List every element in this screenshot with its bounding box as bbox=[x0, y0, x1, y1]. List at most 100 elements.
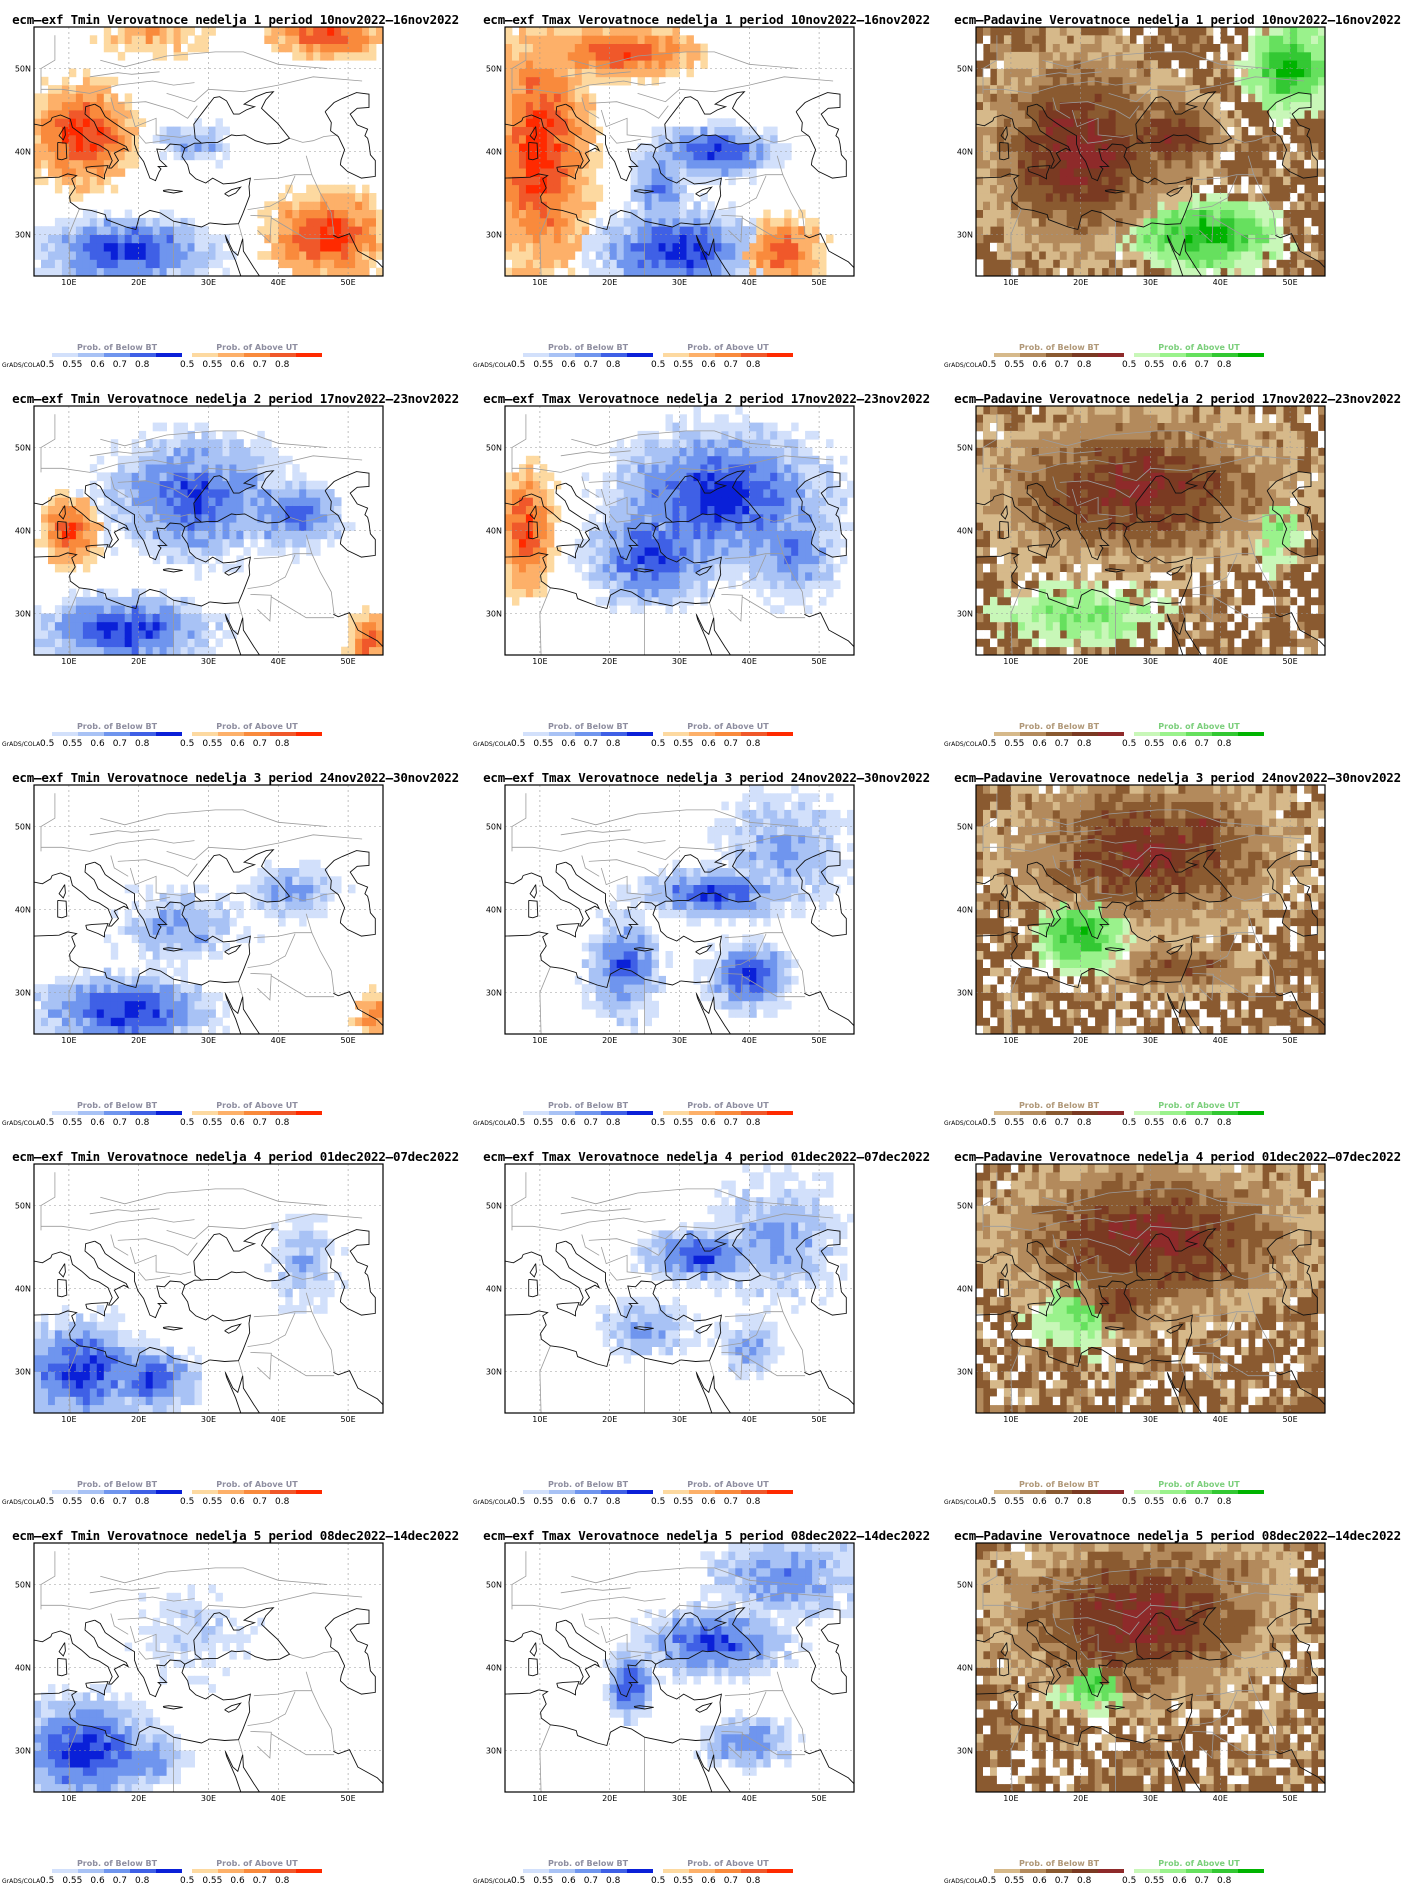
right-legend-bar bbox=[663, 353, 793, 357]
lon-tick-label: 40E bbox=[271, 1794, 286, 1803]
temperature-map-icon: 10E 20E 30E 40E 50E 30N 40N 50N bbox=[15, 784, 384, 1045]
grads-credit: GrADS/COLA bbox=[944, 741, 983, 748]
forecast-panel: ecm–exf Tmax Verovatnoce nedelja 5 perio… bbox=[471, 1516, 942, 1895]
right-legend-ticks: 0.5 0.55 0.6 0.7 0.8 bbox=[1122, 739, 1232, 749]
panel-title: ecm–exf Tmax Verovatnoce nedelja 4 perio… bbox=[483, 1149, 930, 1164]
right-legend-ticks: 0.5 0.55 0.6 0.7 0.8 bbox=[1122, 1118, 1232, 1128]
lat-tick-label: 30N bbox=[15, 989, 31, 998]
color-legend: GrADS/COLA Prob. of Below BT 0.5 0.55 0.6 0.7… bbox=[942, 1859, 1413, 1895]
lon-tick-label: 40E bbox=[271, 278, 286, 287]
right-legend-ticks: 0.5 0.55 0.6 0.7 0.8 bbox=[1122, 1497, 1232, 1507]
panel-title: ecm–Padavine Verovatnoce nedelja 2 perio… bbox=[954, 391, 1401, 406]
forecast-panel: ecm–Padavine Verovatnoce nedelja 5 perio… bbox=[942, 1516, 1413, 1895]
lon-tick-label: 30E bbox=[672, 278, 687, 287]
forecast-panel: ecm–Padavine Verovatnoce nedelja 4 perio… bbox=[942, 1137, 1413, 1516]
grads-credit: GrADS/COLA bbox=[944, 1499, 983, 1506]
lat-tick-label: 50N bbox=[15, 65, 31, 74]
precipitation-map-icon: 10E 20E 30E 40E 50E 30N 40N 50N bbox=[957, 1542, 1326, 1803]
lat-tick-label: 40N bbox=[486, 1285, 502, 1294]
color-legend: GrADS/COLA Prob. of Below BT 0.5 0.55 0.6 0.7… bbox=[942, 1101, 1413, 1137]
lon-tick-label: 30E bbox=[672, 1794, 687, 1803]
lon-tick-label: 50E bbox=[1282, 1415, 1297, 1424]
right-legend-ticks: 0.5 0.55 0.6 0.7 0.8 bbox=[180, 1118, 290, 1128]
right-legend-ticks: 0.5 0.55 0.6 0.7 0.8 bbox=[180, 360, 290, 370]
lon-tick-label: 10E bbox=[61, 1415, 76, 1424]
grads-credit: GrADS/COLA bbox=[944, 1878, 983, 1885]
lat-tick-label: 30N bbox=[15, 1368, 31, 1377]
right-legend-ticks: 0.5 0.55 0.6 0.7 0.8 bbox=[180, 1876, 290, 1886]
lon-tick-label: 10E bbox=[1003, 1794, 1018, 1803]
right-legend-bar bbox=[192, 1490, 322, 1494]
forecast-panel: ecm–exf Tmax Verovatnoce nedelja 2 perio… bbox=[471, 379, 942, 758]
right-legend-title: Prob. of Above UT bbox=[216, 1859, 298, 1868]
right-legend-title: Prob. of Above UT bbox=[216, 343, 298, 352]
right-legend-ticks: 0.5 0.55 0.6 0.7 0.8 bbox=[651, 1876, 761, 1886]
lon-tick-label: 10E bbox=[1003, 278, 1018, 287]
lat-tick-label: 40N bbox=[15, 1664, 31, 1673]
lon-tick-label: 10E bbox=[1003, 657, 1018, 666]
panel-title: ecm–exf Tmin Verovatnoce nedelja 4 perio… bbox=[12, 1149, 459, 1164]
grads-credit: GrADS/COLA bbox=[2, 1120, 41, 1127]
left-legend-ticks: 0.5 0.55 0.6 0.7 0.8 bbox=[982, 1118, 1092, 1128]
left-legend-title: Prob. of Below BT bbox=[76, 1101, 158, 1110]
color-legend: GrADS/COLA Prob. of Below BT 0.5 0.55 0.6 0.7… bbox=[471, 1480, 942, 1516]
panel-title: ecm–Padavine Verovatnoce nedelja 1 perio… bbox=[954, 12, 1401, 27]
lat-tick-label: 50N bbox=[486, 1202, 502, 1211]
lat-tick-label: 50N bbox=[486, 65, 502, 74]
grads-credit: GrADS/COLA bbox=[944, 1120, 983, 1127]
grads-credit: GrADS/COLA bbox=[473, 1120, 512, 1127]
lon-tick-label: 30E bbox=[672, 1415, 687, 1424]
map-frame bbox=[33, 1163, 384, 1414]
lat-tick-label: 40N bbox=[15, 1285, 31, 1294]
panel-title: ecm–exf Tmax Verovatnoce nedelja 5 perio… bbox=[483, 1528, 930, 1543]
left-legend-ticks: 0.5 0.55 0.6 0.7 0.8 bbox=[511, 1118, 621, 1128]
forecast-panel: ecm–exf Tmin Verovatnoce nedelja 2 perio… bbox=[0, 379, 471, 758]
lat-tick-label: 40N bbox=[957, 906, 973, 915]
color-legend: GrADS/COLA Prob. of Below BT 0.5 0.55 0.6 0.7… bbox=[471, 722, 942, 758]
lon-tick-label: 50E bbox=[340, 1415, 355, 1424]
temperature-map-icon: 10E 20E 30E 40E 50E 30N 40N 50N bbox=[15, 26, 384, 287]
map-frame bbox=[504, 1542, 855, 1793]
grads-credit: GrADS/COLA bbox=[2, 1499, 41, 1506]
temperature-map-icon: 10E 20E 30E 40E 50E 30N 40N 50N bbox=[486, 784, 855, 1045]
temperature-map-icon: 10E 20E 30E 40E 50E 30N 40N 50N bbox=[15, 1163, 384, 1424]
grads-credit: GrADS/COLA bbox=[944, 362, 983, 369]
lat-tick-label: 50N bbox=[15, 823, 31, 832]
lat-tick-label: 30N bbox=[957, 1747, 973, 1756]
right-legend-ticks: 0.5 0.55 0.6 0.7 0.8 bbox=[180, 739, 290, 749]
map-frame bbox=[975, 405, 1326, 656]
lat-tick-label: 30N bbox=[957, 610, 973, 619]
grads-credit: GrADS/COLA bbox=[473, 1499, 512, 1506]
lon-tick-label: 20E bbox=[1073, 657, 1088, 666]
lon-tick-label: 20E bbox=[602, 1794, 617, 1803]
lat-tick-label: 50N bbox=[15, 1202, 31, 1211]
lat-tick-label: 40N bbox=[486, 527, 502, 536]
lat-tick-label: 30N bbox=[957, 989, 973, 998]
lon-tick-label: 30E bbox=[1143, 1794, 1158, 1803]
color-legend: GrADS/COLA Prob. of Below BT 0.5 0.55 0.6 0.7… bbox=[0, 1480, 471, 1516]
lon-tick-label: 20E bbox=[131, 1794, 146, 1803]
lon-tick-label: 40E bbox=[742, 1036, 757, 1045]
lat-tick-label: 40N bbox=[486, 148, 502, 157]
lon-tick-label: 40E bbox=[271, 1036, 286, 1045]
color-legend: GrADS/COLA Prob. of Below BT 0.5 0.55 0.6 0.7… bbox=[942, 722, 1413, 758]
forecast-panel: ecm–exf Tmin Verovatnoce nedelja 1 perio… bbox=[0, 0, 471, 379]
left-legend-title: Prob. of Below BT bbox=[1018, 1480, 1100, 1489]
lat-tick-label: 40N bbox=[957, 1664, 973, 1673]
left-legend-bar bbox=[523, 1490, 653, 1494]
right-legend-ticks: 0.5 0.55 0.6 0.7 0.8 bbox=[651, 1497, 761, 1507]
lat-tick-label: 30N bbox=[15, 610, 31, 619]
left-legend-bar bbox=[523, 1111, 653, 1115]
panel-title: ecm–exf Tmin Verovatnoce nedelja 3 perio… bbox=[12, 770, 459, 785]
right-legend-bar bbox=[192, 732, 322, 736]
grads-credit: GrADS/COLA bbox=[2, 362, 41, 369]
forecast-panel: ecm–Padavine Verovatnoce nedelja 1 perio… bbox=[942, 0, 1413, 379]
right-legend-ticks: 0.5 0.55 0.6 0.7 0.8 bbox=[651, 360, 761, 370]
lat-tick-label: 30N bbox=[486, 989, 502, 998]
right-legend-title: Prob. of Above UT bbox=[687, 343, 769, 352]
panel-title: ecm–exf Tmin Verovatnoce nedelja 2 perio… bbox=[12, 391, 459, 406]
forecast-panel: ecm–exf Tmin Verovatnoce nedelja 5 perio… bbox=[0, 1516, 471, 1895]
left-legend-ticks: 0.5 0.55 0.6 0.7 0.8 bbox=[982, 360, 1092, 370]
left-legend-bar bbox=[994, 1490, 1124, 1494]
color-legend: GrADS/COLA Prob. of Below BT 0.5 0.55 0.6 0.7… bbox=[0, 1859, 471, 1895]
